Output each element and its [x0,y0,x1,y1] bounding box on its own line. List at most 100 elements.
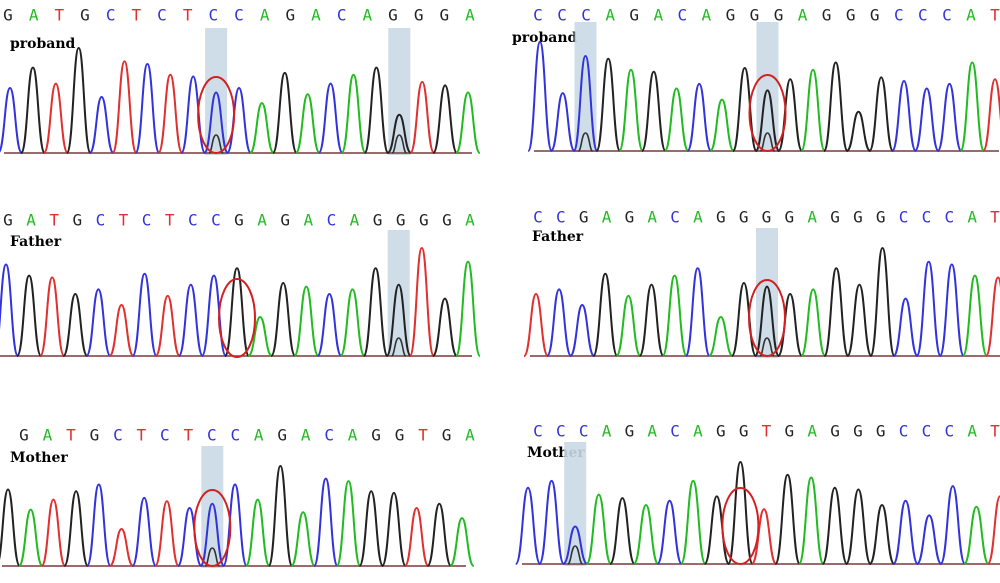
base-call-letter: A [254,426,264,445]
highlight-column [564,442,587,566]
base-call-letter: G [625,208,635,227]
base-call-letter: G [625,422,635,441]
trace-peak [455,260,481,357]
base-call-letter: G [716,208,726,227]
trace-peak [362,267,389,357]
trace-peak [915,260,942,357]
base-call-letter: G [726,6,736,25]
base-call-letter: G [371,426,381,445]
base-call-letter: G [762,208,772,227]
base-call-letter: T [119,211,129,230]
variant-circle [218,278,256,358]
base-call-letter: C [113,426,123,445]
trace-peak [108,304,135,357]
trace-peak [982,78,1000,152]
panel-label: Mother [10,450,68,466]
base-call-letter: C [106,6,116,25]
trace-peak [703,495,731,565]
base-call-letter: A [966,6,976,25]
base-call-letter: C [899,422,909,441]
trace-peak [154,294,181,357]
base-call-letter: C [533,6,543,25]
base-call-letter: G [396,211,406,230]
trace-peak [913,87,940,152]
trace-peak [317,82,344,154]
trace-peak [800,68,826,152]
base-call-letter: G [90,426,100,445]
base-call-letter: G [395,426,405,445]
trace-peak [572,54,599,152]
trace-peak [546,288,573,357]
trace-peak [618,68,644,152]
trace-peak [271,71,298,154]
trace-peak [963,505,990,565]
base-call-letter: C [209,6,219,25]
trace-peak [615,294,642,357]
panel-label: Father [532,229,584,245]
base-call-letter: T [183,426,193,445]
base-call-letter: G [785,422,795,441]
trace-peak [822,61,849,152]
trace-peak [20,66,46,154]
trace-secondary-peak [204,547,221,567]
panel-label: proband [10,36,76,52]
trace-peak [514,486,542,565]
trace-peak [562,525,589,565]
trace-peak [892,297,919,357]
trace-peak [131,496,157,567]
base-call-letter: A [465,6,475,25]
variant-circle [721,487,760,565]
base-call-letter: A [605,6,615,25]
base-call-letter: T [990,208,1000,227]
variant-circle [197,76,236,154]
trace-peak [661,274,688,357]
base-call-letter: G [442,211,452,230]
trace-peak [638,283,665,357]
trace-peak [335,480,362,567]
base-call-letter: G [419,211,429,230]
base-call-letter: C [157,6,167,25]
trace-secondary-peak [391,134,407,154]
base-call-letter: A [602,208,612,227]
base-call-letter: C [944,422,954,441]
trace-peak [363,66,390,154]
trace-peak [939,485,967,565]
base-call-letter: C [96,211,106,230]
trace-peak [656,499,683,565]
trace-peak [65,46,92,154]
base-call-letter: G [750,6,760,25]
base-call-letter: G [629,6,639,25]
trace-peak [777,292,804,357]
trace-peak [0,87,23,154]
base-call-letter: G [774,6,784,25]
trace-peak [17,508,44,567]
base-call-letter: C [670,422,680,441]
trace-peak [109,527,134,567]
trace-peak [316,292,343,357]
base-call-letter: A [465,211,475,230]
trace-peak [177,283,204,357]
trace-peak [154,500,180,567]
base-call-letter: G [716,422,726,441]
trace-peak [42,82,69,154]
trace-peak [224,267,250,357]
trace-peak [868,76,895,152]
trace-peak [750,508,778,565]
base-call-letter: G [853,208,863,227]
base-call-letter: G [785,208,795,227]
base-call-letter: T [55,6,65,25]
trace-peak [0,263,19,357]
trace-peak [403,506,430,567]
trace-peak [985,276,1000,357]
trace-secondary-peak [577,132,594,152]
trace-peak [569,304,596,357]
base-call-letter: T [132,6,142,25]
trace-peak [754,89,781,152]
trace-peak [244,498,271,567]
trace-peak [800,288,827,357]
base-call-letter: C [230,426,240,445]
trace-peak [358,490,384,567]
